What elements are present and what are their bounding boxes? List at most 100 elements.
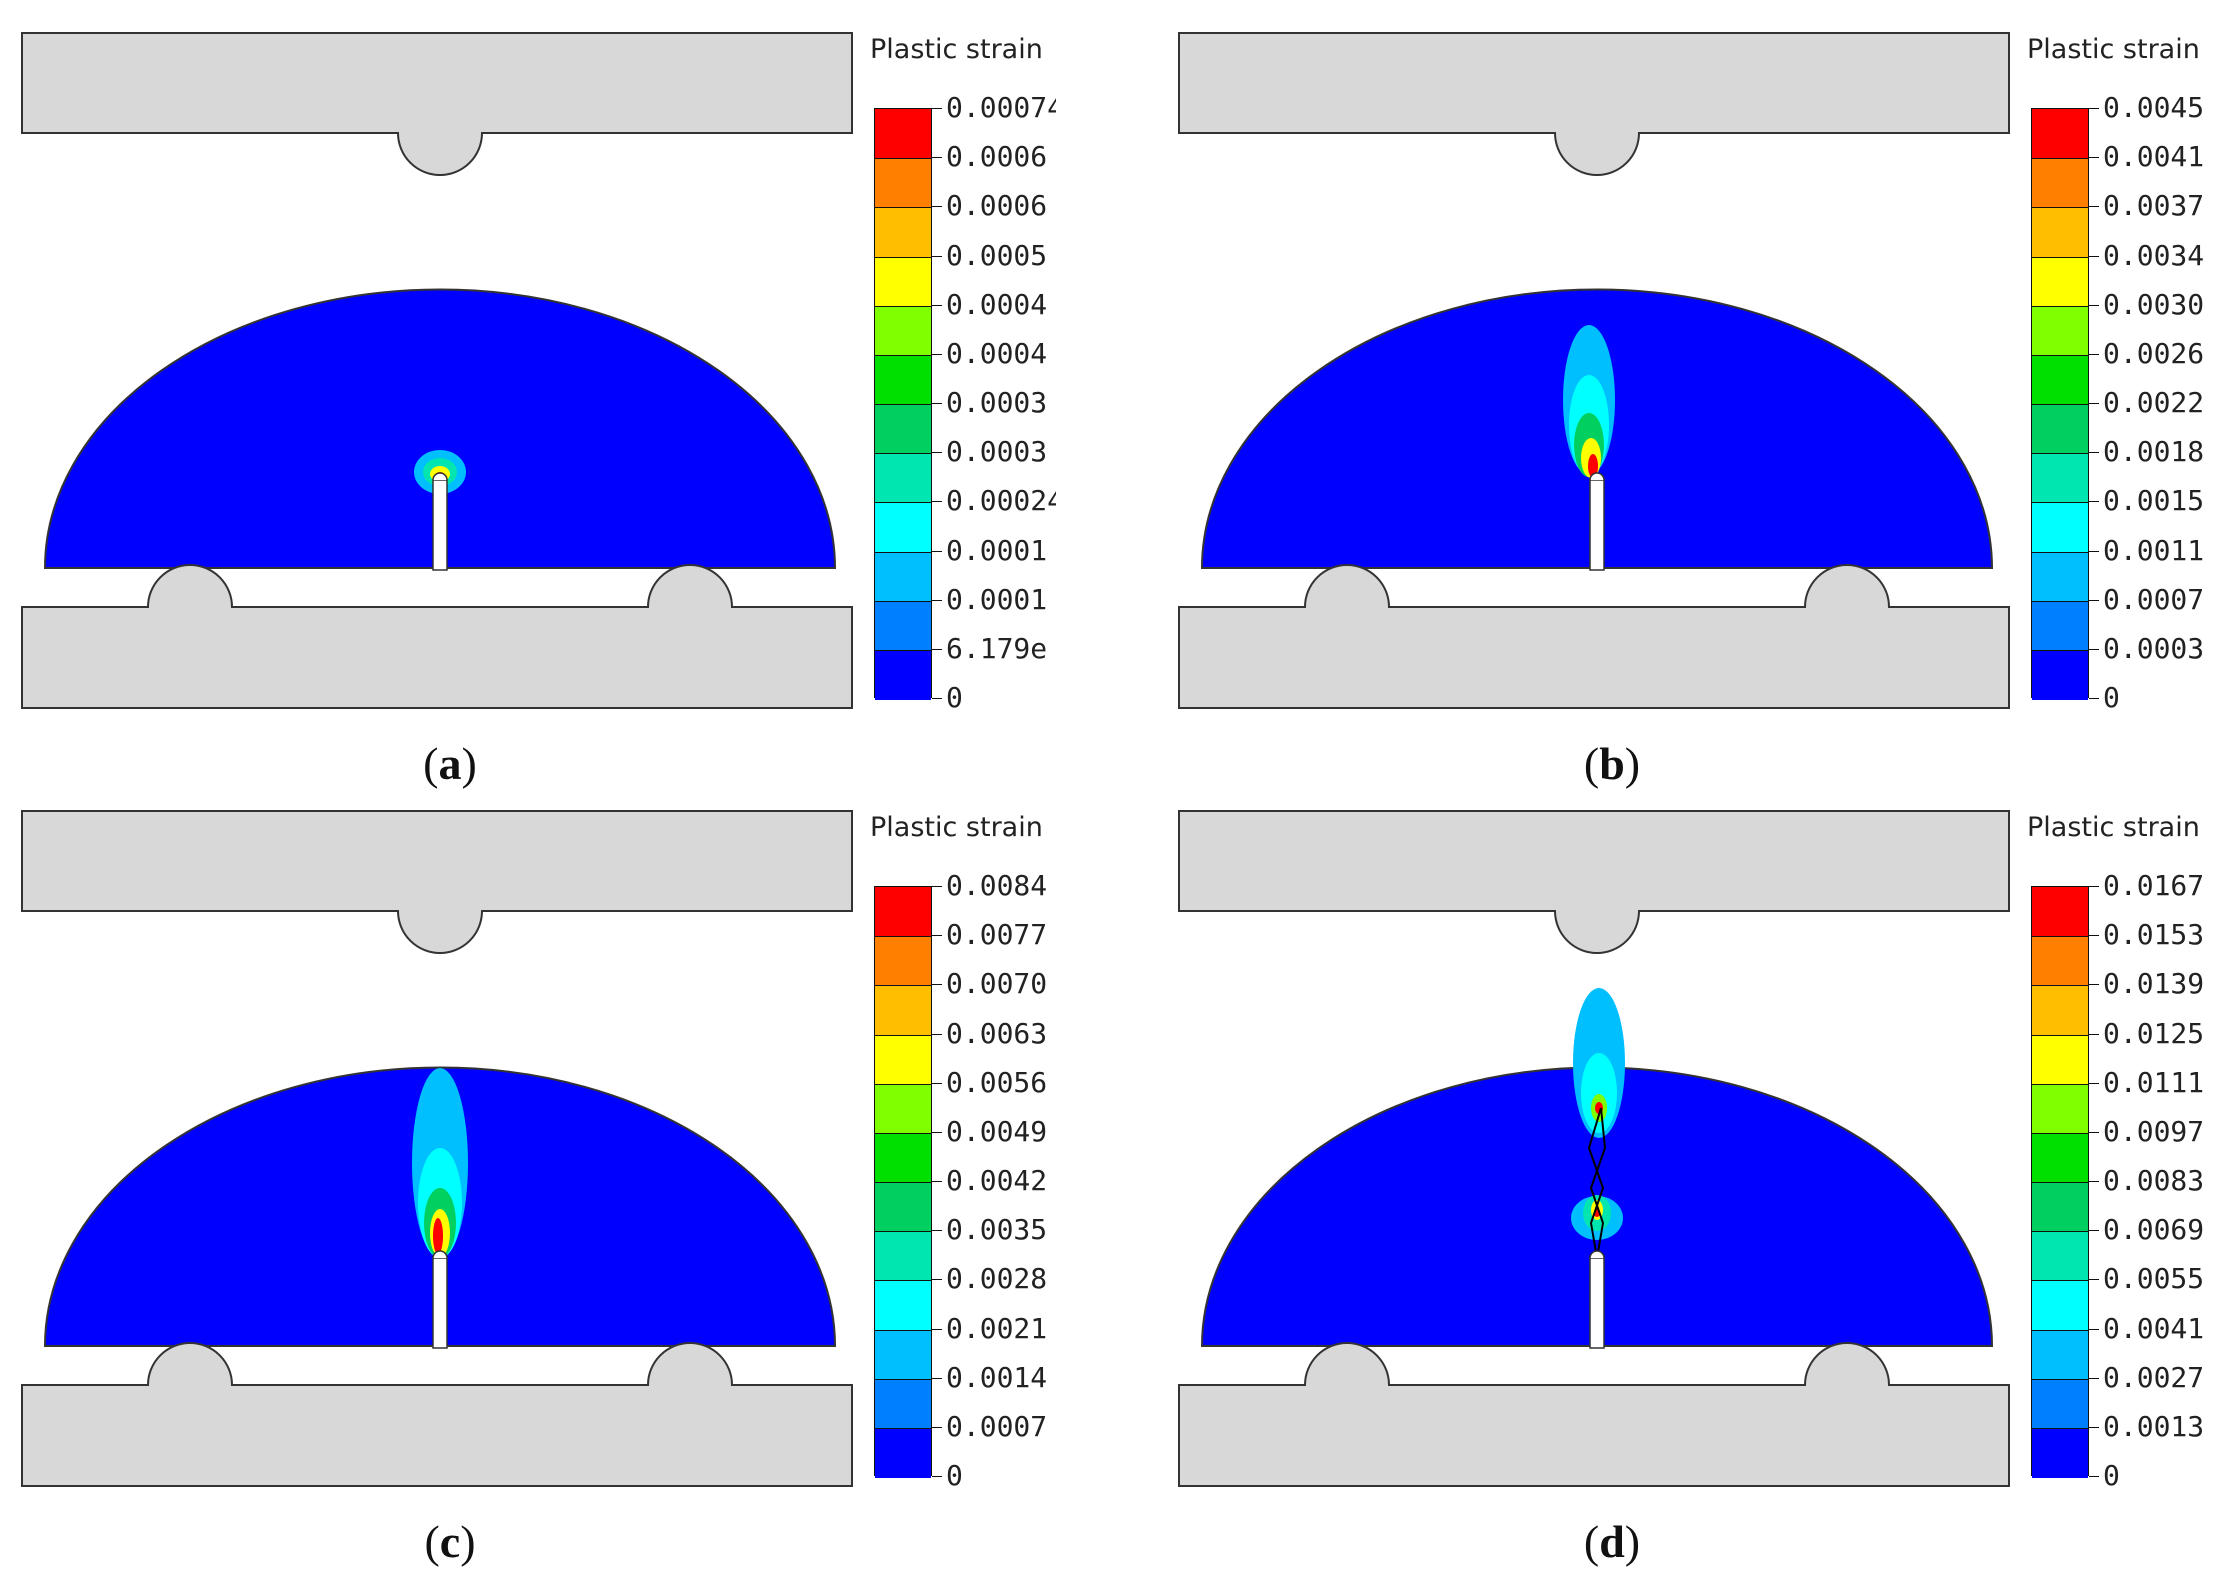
legend-tick — [932, 984, 942, 986]
legend-tick — [932, 1476, 942, 1477]
legend-tick — [932, 1082, 942, 1084]
legend-tick — [2089, 1476, 2099, 1477]
legend-tick — [932, 550, 942, 552]
legend-tick — [2089, 1131, 2099, 1133]
top-loading-plate — [21, 810, 853, 954]
legend-label: 0.0004 — [946, 338, 1048, 369]
legend-label: 0.0097 — [2103, 1116, 2205, 1147]
legend-swatch — [875, 354, 931, 405]
legend-tick — [932, 108, 942, 109]
legend-swatch — [875, 305, 931, 356]
legend-label: 0.0015 — [2103, 486, 2205, 517]
legend-label: 0.0077 — [946, 920, 1048, 951]
legend-tick — [2089, 1328, 2099, 1330]
legend-swatch — [875, 551, 931, 602]
legend-label: 6.179e — [946, 633, 1048, 664]
legend-title: Plastic strain — [2027, 34, 2200, 65]
legend-label: 0 — [946, 1461, 963, 1491]
legend-label: 0.0042 — [946, 1166, 1048, 1196]
legend-label: 0.0021 — [946, 1313, 1048, 1344]
legend-label: 0.0035 — [946, 1215, 1048, 1246]
legend-swatch — [875, 404, 931, 455]
legend-swatch — [2032, 453, 2088, 504]
legend-colorbar — [2031, 108, 2089, 700]
legend-swatch — [2032, 1132, 2088, 1183]
legend-swatch — [2032, 207, 2088, 258]
legend-tick — [2089, 1279, 2099, 1281]
legend-swatch — [875, 1427, 931, 1478]
scb-test-scene — [21, 32, 853, 709]
legend-tick — [932, 886, 942, 887]
scb-test-scene — [1178, 32, 2010, 709]
legend-colorbar — [2031, 886, 2089, 1478]
legend-tick — [932, 1328, 942, 1330]
legend-tick — [2089, 648, 2099, 650]
legend-swatch — [2032, 649, 2088, 700]
legend-label: 0.0003 — [2103, 633, 2205, 664]
legend-label: 0.0018 — [2103, 437, 2205, 468]
legend-swatch — [2032, 1182, 2088, 1233]
legend-swatch — [875, 256, 931, 307]
legend-swatch — [2032, 1034, 2088, 1085]
legend-tick — [932, 599, 942, 601]
bottom-support-plate — [1178, 1342, 2010, 1487]
legend-label: 0.0001 — [946, 584, 1048, 615]
legend-tick — [932, 1426, 942, 1428]
legend-swatch — [875, 1083, 931, 1134]
legend-label: 0.0083 — [2103, 1166, 2205, 1196]
legend-tick — [2089, 108, 2099, 109]
legend-tick — [932, 1131, 942, 1133]
legend-tick — [932, 698, 942, 699]
panel-d: Plastic strain 0.0167 0.0153 0.0139 0.0125 0.… — [1157, 778, 2232, 1548]
legend-label: 0.0005 — [946, 240, 1048, 271]
legend-tick — [2089, 1377, 2099, 1379]
legend-label: 0.0026 — [2103, 338, 2205, 369]
legend-tick — [932, 1181, 942, 1182]
legend-tick — [2089, 1033, 2099, 1035]
legend-colorbar — [874, 886, 932, 1478]
legend-swatch — [2032, 109, 2088, 160]
legend-swatch — [875, 985, 931, 1036]
legend-label: 0 — [2103, 683, 2120, 713]
legend-label: 0.0028 — [946, 1264, 1048, 1295]
legend-tick — [2089, 698, 2099, 699]
legend-swatch — [2032, 1427, 2088, 1478]
legend-swatch — [875, 1034, 931, 1085]
legend-tick — [932, 1033, 942, 1035]
legend-title: Plastic strain — [870, 812, 1043, 843]
caption-letter: b — [1599, 738, 1625, 789]
notch — [432, 479, 448, 571]
legend-label: 0.0037 — [2103, 191, 2205, 222]
semicircular-specimen — [43, 288, 837, 571]
top-loading-plate — [1178, 810, 2010, 954]
legend-label: 0.0056 — [946, 1067, 1048, 1098]
legend-label: 0.0045 — [2103, 93, 2205, 123]
legend-tick — [932, 157, 942, 159]
legend-swatch — [875, 158, 931, 209]
legend-label: 0.0003 — [946, 388, 1048, 418]
legend-title: Plastic strain — [870, 34, 1043, 65]
legend-swatch — [875, 649, 931, 700]
legend-swatch — [2032, 1280, 2088, 1331]
legend-label: 0.00074 — [946, 93, 1056, 123]
legend-label: 0.0013 — [2103, 1411, 2205, 1442]
panel-c: Plastic strain 0.0084 0.0077 0.0070 0.0063 0.… — [0, 778, 1150, 1548]
legend-tick — [2089, 452, 2099, 454]
legend-swatch — [875, 502, 931, 553]
notch — [1589, 479, 1605, 571]
legend-label: 0.0125 — [2103, 1018, 2205, 1049]
legend-swatch — [2032, 256, 2088, 307]
legend-swatch — [2032, 600, 2088, 651]
top-loading-plate — [21, 32, 853, 176]
scb-test-scene — [21, 810, 853, 1487]
legend-label: 0.0084 — [946, 871, 1048, 901]
top-loading-plate — [1178, 32, 2010, 176]
legend-tick — [2089, 886, 2099, 887]
legend-swatch — [875, 887, 931, 938]
legend-label: 0.0030 — [2103, 289, 2205, 320]
scb-test-scene — [1178, 810, 2010, 1487]
legend-tick — [2089, 1082, 2099, 1084]
legend-swatch — [875, 1231, 931, 1282]
panel-caption: (b) — [1583, 738, 1641, 789]
